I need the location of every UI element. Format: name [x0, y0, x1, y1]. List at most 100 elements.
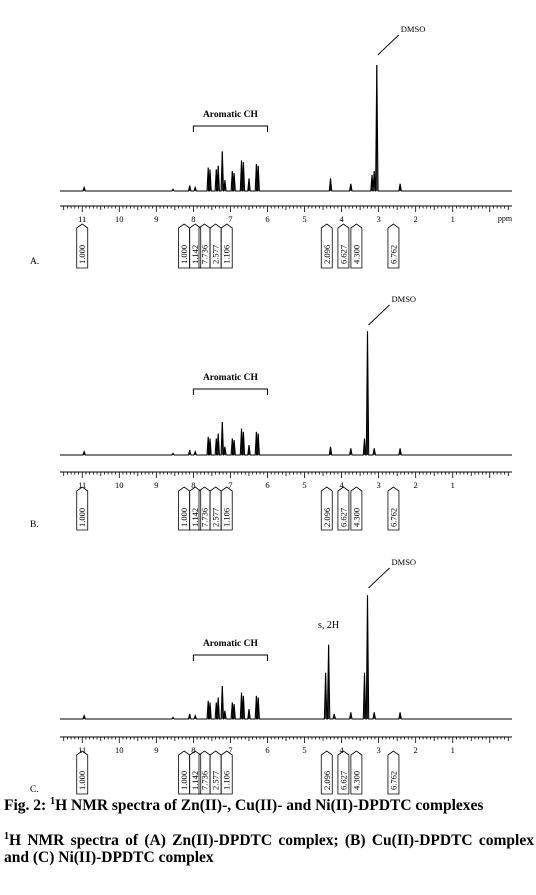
integral-value: 7.736	[199, 508, 209, 527]
integral-bracket	[320, 223, 333, 269]
x-tick-label: 2	[414, 214, 418, 224]
integral-bracket	[350, 486, 363, 531]
integral-value: 6.627	[338, 245, 348, 264]
x-tick-label: 9	[154, 214, 158, 224]
dmso-leader-line	[368, 304, 390, 326]
integral-bracket	[387, 223, 400, 269]
integral-value: 1.142	[190, 508, 200, 527]
spectrum-trace	[60, 64, 512, 192]
integral-value: 1.000	[179, 508, 189, 527]
integral-bracket	[337, 750, 350, 795]
integral-bracket	[220, 750, 233, 795]
x-tick-label: 4	[339, 480, 344, 490]
nmr-figure: 11 10 9 8 7 6 5 4 3 2 1 ppm Aromatic CH DMSO 1.000 1.00…	[30, 24, 513, 795]
integral-bracket	[76, 750, 89, 795]
integral-bracket	[189, 750, 202, 795]
integral-bracket	[320, 486, 333, 531]
integral-value: 1.000	[179, 245, 189, 264]
aromatic-bracket	[192, 388, 268, 395]
integral-value: 2.577	[211, 771, 221, 790]
integral-value: 2.577	[211, 508, 221, 527]
integral-value: 1.142	[190, 771, 200, 790]
integral-bracket	[189, 223, 202, 269]
figure-caption-title: Fig. 2: 1H NMR spectra of Zn(II)-, Cu(II…	[4, 795, 534, 814]
x-tick-label: 6	[265, 214, 269, 224]
x-tick-label: 2	[414, 745, 418, 755]
dmso-annotation: DMSO	[392, 557, 417, 567]
x-tick-label: 11	[78, 745, 86, 755]
aromatic-bracket	[192, 654, 268, 661]
integral-value: 1.000	[179, 771, 189, 790]
integral-bracket	[220, 223, 233, 269]
x-tick-label: 3	[376, 745, 380, 755]
integral-value: 2.096	[322, 771, 332, 790]
x-tick-label: 4	[339, 214, 344, 224]
x-tick-label: 5	[302, 214, 306, 224]
integral-value: 4.300	[351, 508, 361, 527]
integral-bracket	[337, 223, 350, 269]
x-tick-label: 8	[191, 480, 195, 490]
aromatic-bracket-label: Aromatic CH	[203, 110, 259, 120]
x-tick-label: 10	[115, 480, 124, 490]
integral-value: 7.736	[199, 245, 209, 264]
x-tick-label: 1	[451, 480, 455, 490]
spectrum-panel-1: 11 10 9 8 7 6 5 4 3 2 1 ppm Aromatic CH DMSO 1.000 1.00…	[30, 24, 513, 269]
integral-bracket	[220, 486, 233, 531]
integral-value: 6.627	[338, 771, 348, 790]
integral-bracket	[387, 750, 400, 795]
integral-value: 4.300	[351, 771, 361, 790]
spectrum-trace	[60, 595, 512, 720]
integral-bracket	[320, 750, 333, 795]
dmso-leader-line	[377, 34, 400, 56]
integral-value: 1.000	[77, 508, 87, 527]
integral-value: 1.106	[222, 245, 232, 264]
x-tick-label: 6	[265, 745, 269, 755]
x-tick-label: 8	[191, 745, 195, 755]
figure-caption-description: 1H NMR spectra of (A) Zn(II)-DPDTC compl…	[4, 830, 534, 866]
aromatic-bracket-label: Aromatic CH	[203, 373, 259, 383]
x-tick-label: 5	[302, 480, 306, 490]
x-tick-label: 3	[376, 480, 380, 490]
panel-label: C.	[30, 785, 39, 795]
integral-value: 6.762	[388, 508, 398, 527]
caption-title-text: H NMR spectra of Zn(II)-, Cu(II)- and Ni…	[55, 797, 484, 814]
integral-value: 1.000	[77, 771, 87, 790]
integral-bracket	[189, 486, 202, 531]
x-tick-label: 3	[376, 214, 380, 224]
dmso-leader-line	[368, 567, 390, 589]
x-tick-label: 1	[451, 214, 455, 224]
x-tick-label: 5	[302, 745, 306, 755]
dmso-annotation: DMSO	[392, 294, 417, 304]
caption-superscript-1: 1	[50, 795, 56, 807]
integral-value: 6.762	[388, 245, 398, 264]
x-tick-label: 2	[414, 480, 418, 490]
integral-bracket	[387, 486, 400, 531]
integral-value: 2.096	[322, 245, 332, 264]
integral-value: 4.300	[351, 245, 361, 264]
caption-description-text: H NMR spectra of (A) Zn(II)-DPDTC comple…	[4, 832, 534, 866]
x-tick-label: 7	[228, 745, 232, 755]
x-tick-label: 9	[154, 745, 158, 755]
x-tick-label: 9	[154, 480, 158, 490]
x-axis-unit: ppm	[498, 214, 513, 223]
caption-superscript-2: 1	[4, 830, 9, 842]
integral-value: 2.577	[211, 245, 221, 264]
x-tick-label: 10	[115, 745, 124, 755]
x-tick-label: 7	[228, 214, 232, 224]
x-tick-label: 11	[78, 480, 86, 490]
integral-bracket	[350, 223, 363, 269]
integral-value: 6.627	[338, 508, 348, 527]
peak-annotation: s, 2H	[318, 620, 339, 631]
panel-label: A.	[30, 257, 39, 267]
integral-bracket	[76, 223, 89, 269]
integral-bracket	[350, 750, 363, 795]
integral-value: 1.000	[77, 245, 87, 264]
x-tick-label: 10	[115, 214, 124, 224]
panel-label: B.	[30, 520, 39, 530]
x-tick-label: 6	[265, 480, 269, 490]
integral-value: 1.106	[222, 771, 232, 790]
aromatic-bracket-label: Aromatic CH	[203, 639, 259, 649]
spectrum-trace	[60, 331, 512, 456]
